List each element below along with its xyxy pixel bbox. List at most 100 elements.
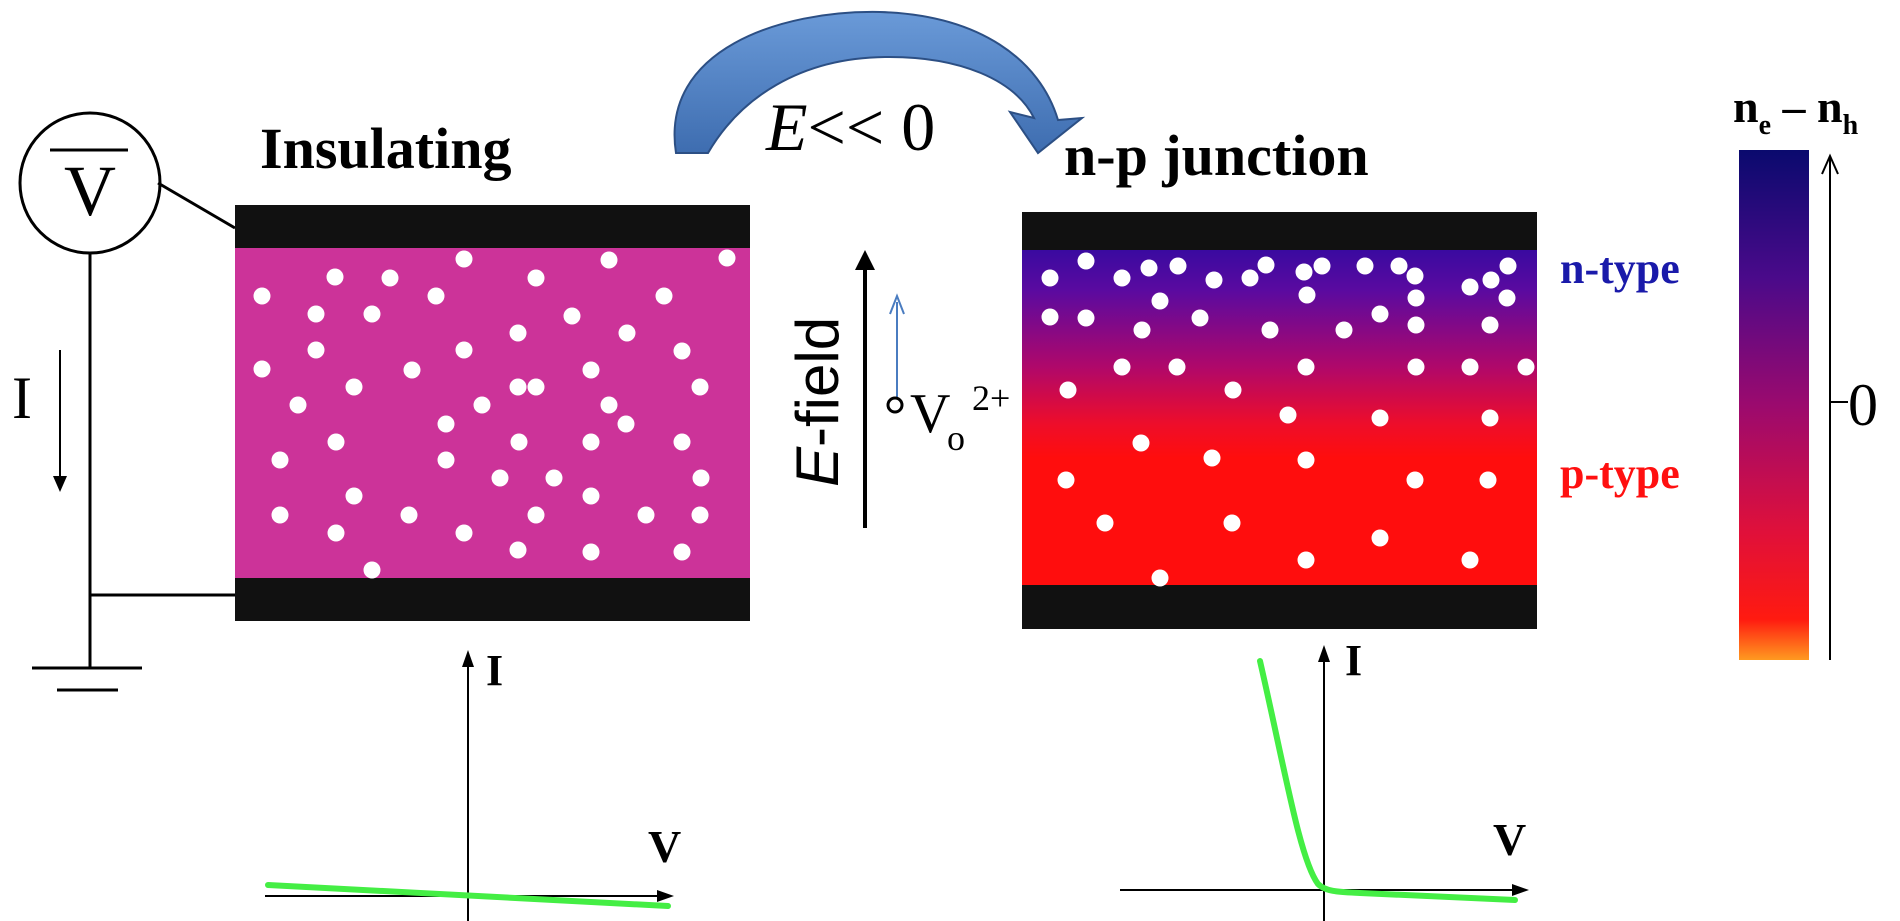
vacancy-dot <box>1297 451 1315 469</box>
colorbar-zero-label: 0 <box>1848 372 1878 438</box>
vacancy-dot <box>345 487 363 505</box>
vacancy-dot <box>363 561 381 579</box>
vacancy-dot <box>600 396 618 414</box>
iv-right-x-arrowhead <box>1512 884 1529 896</box>
vacancy-dot <box>1371 529 1389 547</box>
vacancy-dot <box>1132 434 1150 452</box>
vacancy-dot <box>1461 551 1479 569</box>
vacancy-dot <box>673 342 691 360</box>
vacancy-dot <box>1371 305 1389 323</box>
junction-title: n-p junction <box>1064 123 1369 188</box>
colorbar-label: ne – nh <box>1733 81 1859 141</box>
iv-plot-right: I V <box>1120 636 1529 921</box>
vacancy-dot <box>400 506 418 524</box>
vacancy-dot <box>455 524 473 542</box>
vacancy-dot <box>1151 292 1169 310</box>
vacancy-dot <box>1279 406 1297 424</box>
vacancy-dot <box>473 396 491 414</box>
vacancy-dot <box>1356 257 1374 275</box>
iv-right-x-label: V <box>1493 814 1526 865</box>
vacancy-dot <box>345 378 363 396</box>
vacancy-dot <box>1224 381 1242 399</box>
top-electrode-left <box>235 205 750 248</box>
vacancy-dot <box>1461 278 1479 296</box>
vacancy-dot <box>718 249 736 267</box>
vacancy-drift-arrow <box>889 293 905 398</box>
colorbar-label-n1: n <box>1733 81 1759 132</box>
vacancy-dot <box>510 433 528 451</box>
vacancy-dot <box>1133 321 1151 339</box>
vacancy-dot <box>1191 309 1209 327</box>
vacancy-dot <box>527 269 545 287</box>
vacancy-dot <box>582 487 600 505</box>
vacancy-dot <box>271 506 289 524</box>
iv-right-y-arrowhead <box>1318 645 1330 662</box>
e-field-arrow <box>855 250 875 528</box>
transition-arrow <box>673 10 1086 155</box>
vacancy-dot <box>1041 269 1059 287</box>
vacancy-base: V <box>910 383 950 445</box>
vacancy-dot <box>1261 321 1279 339</box>
vacancy-dot <box>326 268 344 286</box>
iv-left-y-arrowhead <box>462 650 474 667</box>
iv-left-curve <box>265 882 671 909</box>
iv-plot-left: I V <box>265 646 681 921</box>
e-field-symbol: E <box>784 446 851 487</box>
e-field-label: E-field <box>784 317 851 487</box>
vacancy-dot <box>307 341 325 359</box>
vacancy-dot <box>307 305 325 323</box>
n-type-label: n-type <box>1560 244 1680 293</box>
vacancy-dot <box>1390 257 1408 275</box>
vacancy-dot <box>1481 316 1499 334</box>
insulating-title: Insulating <box>260 116 511 181</box>
vacancy-dot <box>1295 263 1313 281</box>
vacancy-dot <box>491 469 509 487</box>
vacancy-dot <box>1297 551 1315 569</box>
vacancy-dot <box>1407 289 1425 307</box>
vacancy-dot <box>455 341 473 359</box>
vacancy-dot <box>289 396 307 414</box>
vacancy-dot <box>692 469 710 487</box>
p-type-label: p-type <box>1560 449 1680 498</box>
circuit-wires <box>88 181 236 668</box>
vacancy-dot <box>427 287 445 305</box>
vacancy-dot <box>582 361 600 379</box>
vacancy-dot <box>1223 514 1241 532</box>
vacancy-icon <box>886 396 904 414</box>
vacancy-dot <box>1407 316 1425 334</box>
vacancy-dot <box>617 415 635 433</box>
vacancy-dot <box>1313 257 1331 275</box>
vacancy-dot <box>563 307 581 325</box>
current-label: I <box>12 365 32 431</box>
vacancy-dot <box>1298 286 1316 304</box>
vacancy-dot <box>1077 309 1095 327</box>
vacancy-dot <box>327 524 345 542</box>
field-condition: E<< 0 <box>765 89 935 165</box>
vacancy-dot <box>1406 267 1424 285</box>
vacancy-dot <box>691 506 709 524</box>
vacancy-dot <box>582 433 600 451</box>
vacancy-subscript: o <box>947 418 965 458</box>
current-indicator: I <box>12 350 67 492</box>
vacancy-dot <box>1498 289 1516 307</box>
vacancy-dot <box>673 543 691 561</box>
vacancy-dot <box>1059 381 1077 399</box>
vacancy-dot <box>1205 271 1223 289</box>
vacancy-dot <box>1203 449 1221 467</box>
condition-symbol: E <box>765 89 808 165</box>
vacancy-dot <box>1257 256 1275 274</box>
vacancy-dot <box>271 451 289 469</box>
colorbar-axis <box>1821 153 1848 660</box>
vacancy-dot <box>618 324 636 342</box>
colorbar-label-n2: n <box>1817 81 1843 132</box>
vacancy-dot <box>691 378 709 396</box>
e-field-arrowhead <box>855 250 875 270</box>
curved-arrow-icon <box>673 10 1086 155</box>
iv-left-y-label: I <box>486 646 503 695</box>
vacancy-dot <box>582 543 600 561</box>
iv-right-y-label: I <box>1345 636 1362 685</box>
vacancy-dot <box>509 324 527 342</box>
vacancy-dot <box>1479 471 1497 489</box>
voltmeter-symbol: V <box>64 151 116 231</box>
top-electrode-right <box>1022 212 1537 250</box>
